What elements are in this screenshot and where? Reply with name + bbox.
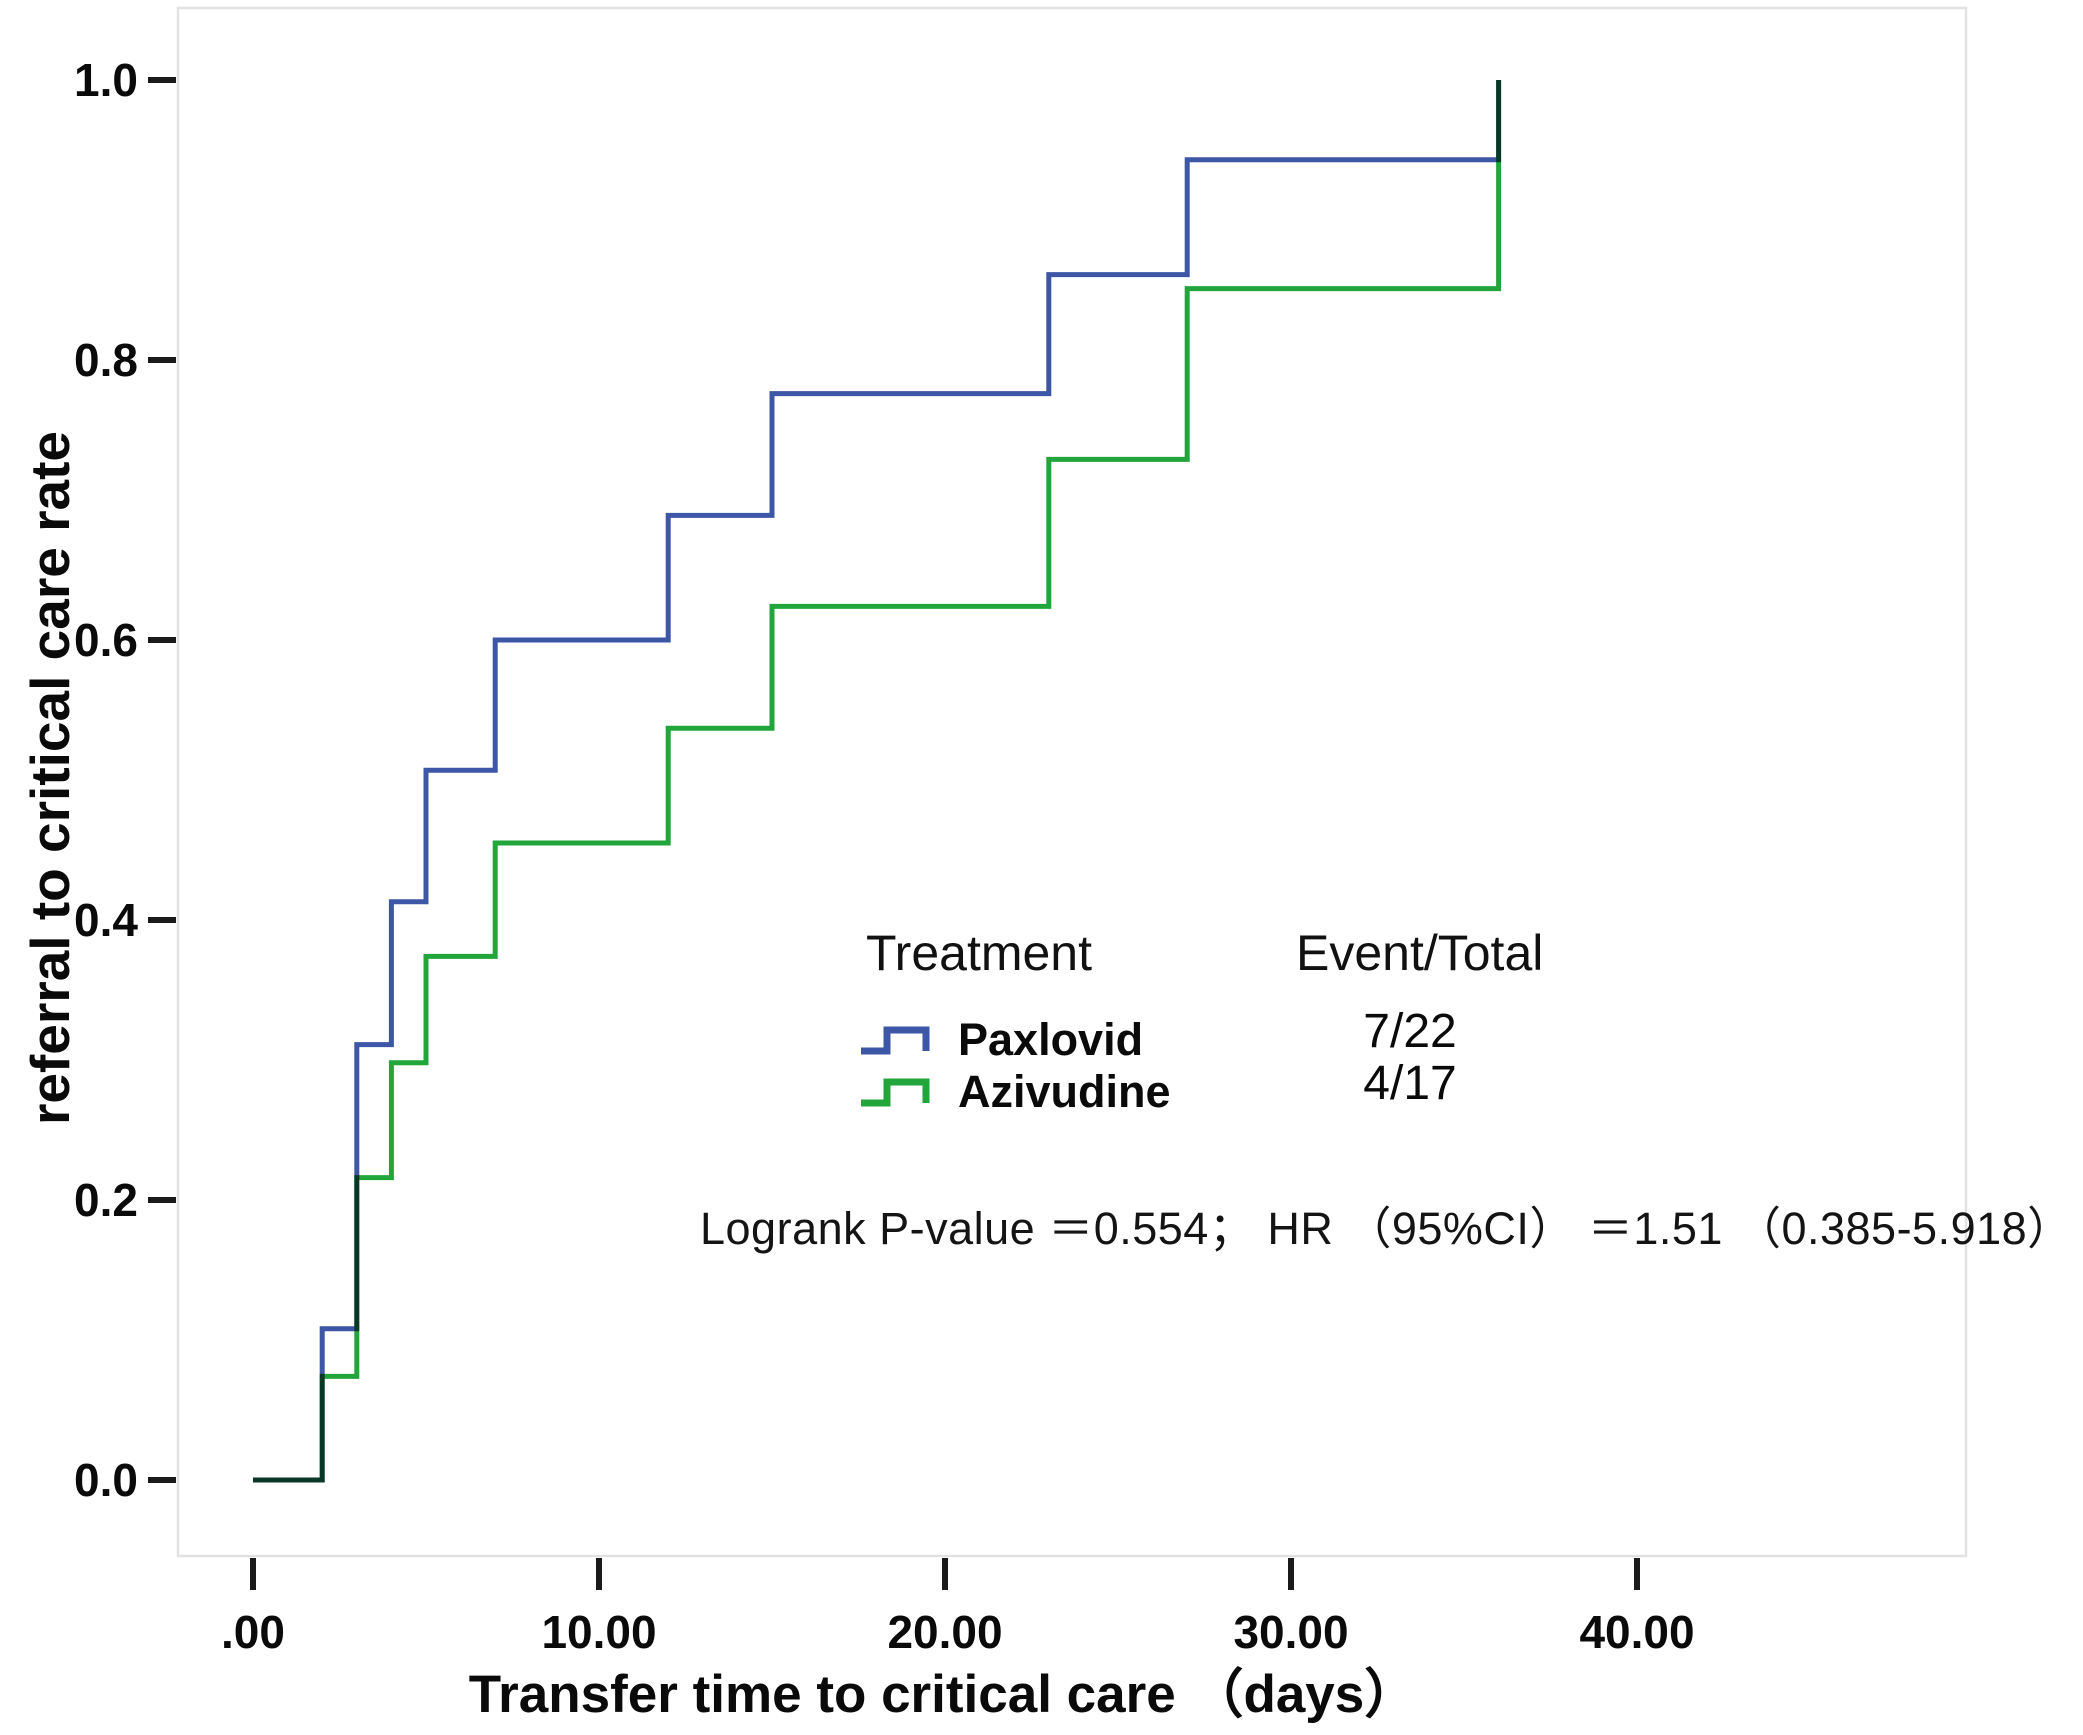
x-axis-title: Transfer time to critical care （days） <box>468 1665 1418 1724</box>
event-total-paxlovid: 7/22 <box>1363 1005 1457 1058</box>
x-tick-label: 20.00 <box>887 1606 1002 1658</box>
y-tick-label: 0.0 <box>74 1454 138 1506</box>
y-tick-label: 1.0 <box>74 54 138 106</box>
y-tick-label: 0.6 <box>74 614 138 666</box>
y-tick-label: 0.2 <box>74 1174 138 1226</box>
legend-column-header-event-total: Event/Total <box>1296 925 1544 981</box>
y-axis-title: referral to critical care rate <box>19 431 81 1125</box>
legend-item-azivudine: Azivudine <box>858 1066 1258 1118</box>
legend-title: Treatment <box>866 925 1093 981</box>
x-tick-label: 40.00 <box>1579 1606 1694 1658</box>
x-tick-label: .00 <box>221 1606 285 1658</box>
logrank-hr-annotation: Logrank P-value ＝0.554； HR （95%CI） ＝1.51… <box>700 1203 2073 1254</box>
legend-label-azivudine: Azivudine <box>958 1066 1171 1117</box>
azivudine-step-line-icon <box>861 1078 930 1107</box>
legend-item-paxlovid: Paxlovid <box>858 1014 1258 1066</box>
x-tick-label: 30.00 <box>1233 1606 1348 1658</box>
plot-frame <box>176 6 1968 1558</box>
x-tick-label: 10.00 <box>541 1606 656 1658</box>
curve-azivudine <box>253 80 1502 1483</box>
y-tick-label: 0.8 <box>74 334 138 386</box>
paxlovid-step-line-icon <box>861 1026 930 1055</box>
y-tick-label: 0.4 <box>74 894 138 946</box>
legend-label-paxlovid: Paxlovid <box>958 1014 1144 1065</box>
event-total-azivudine: 4/17 <box>1363 1057 1457 1110</box>
